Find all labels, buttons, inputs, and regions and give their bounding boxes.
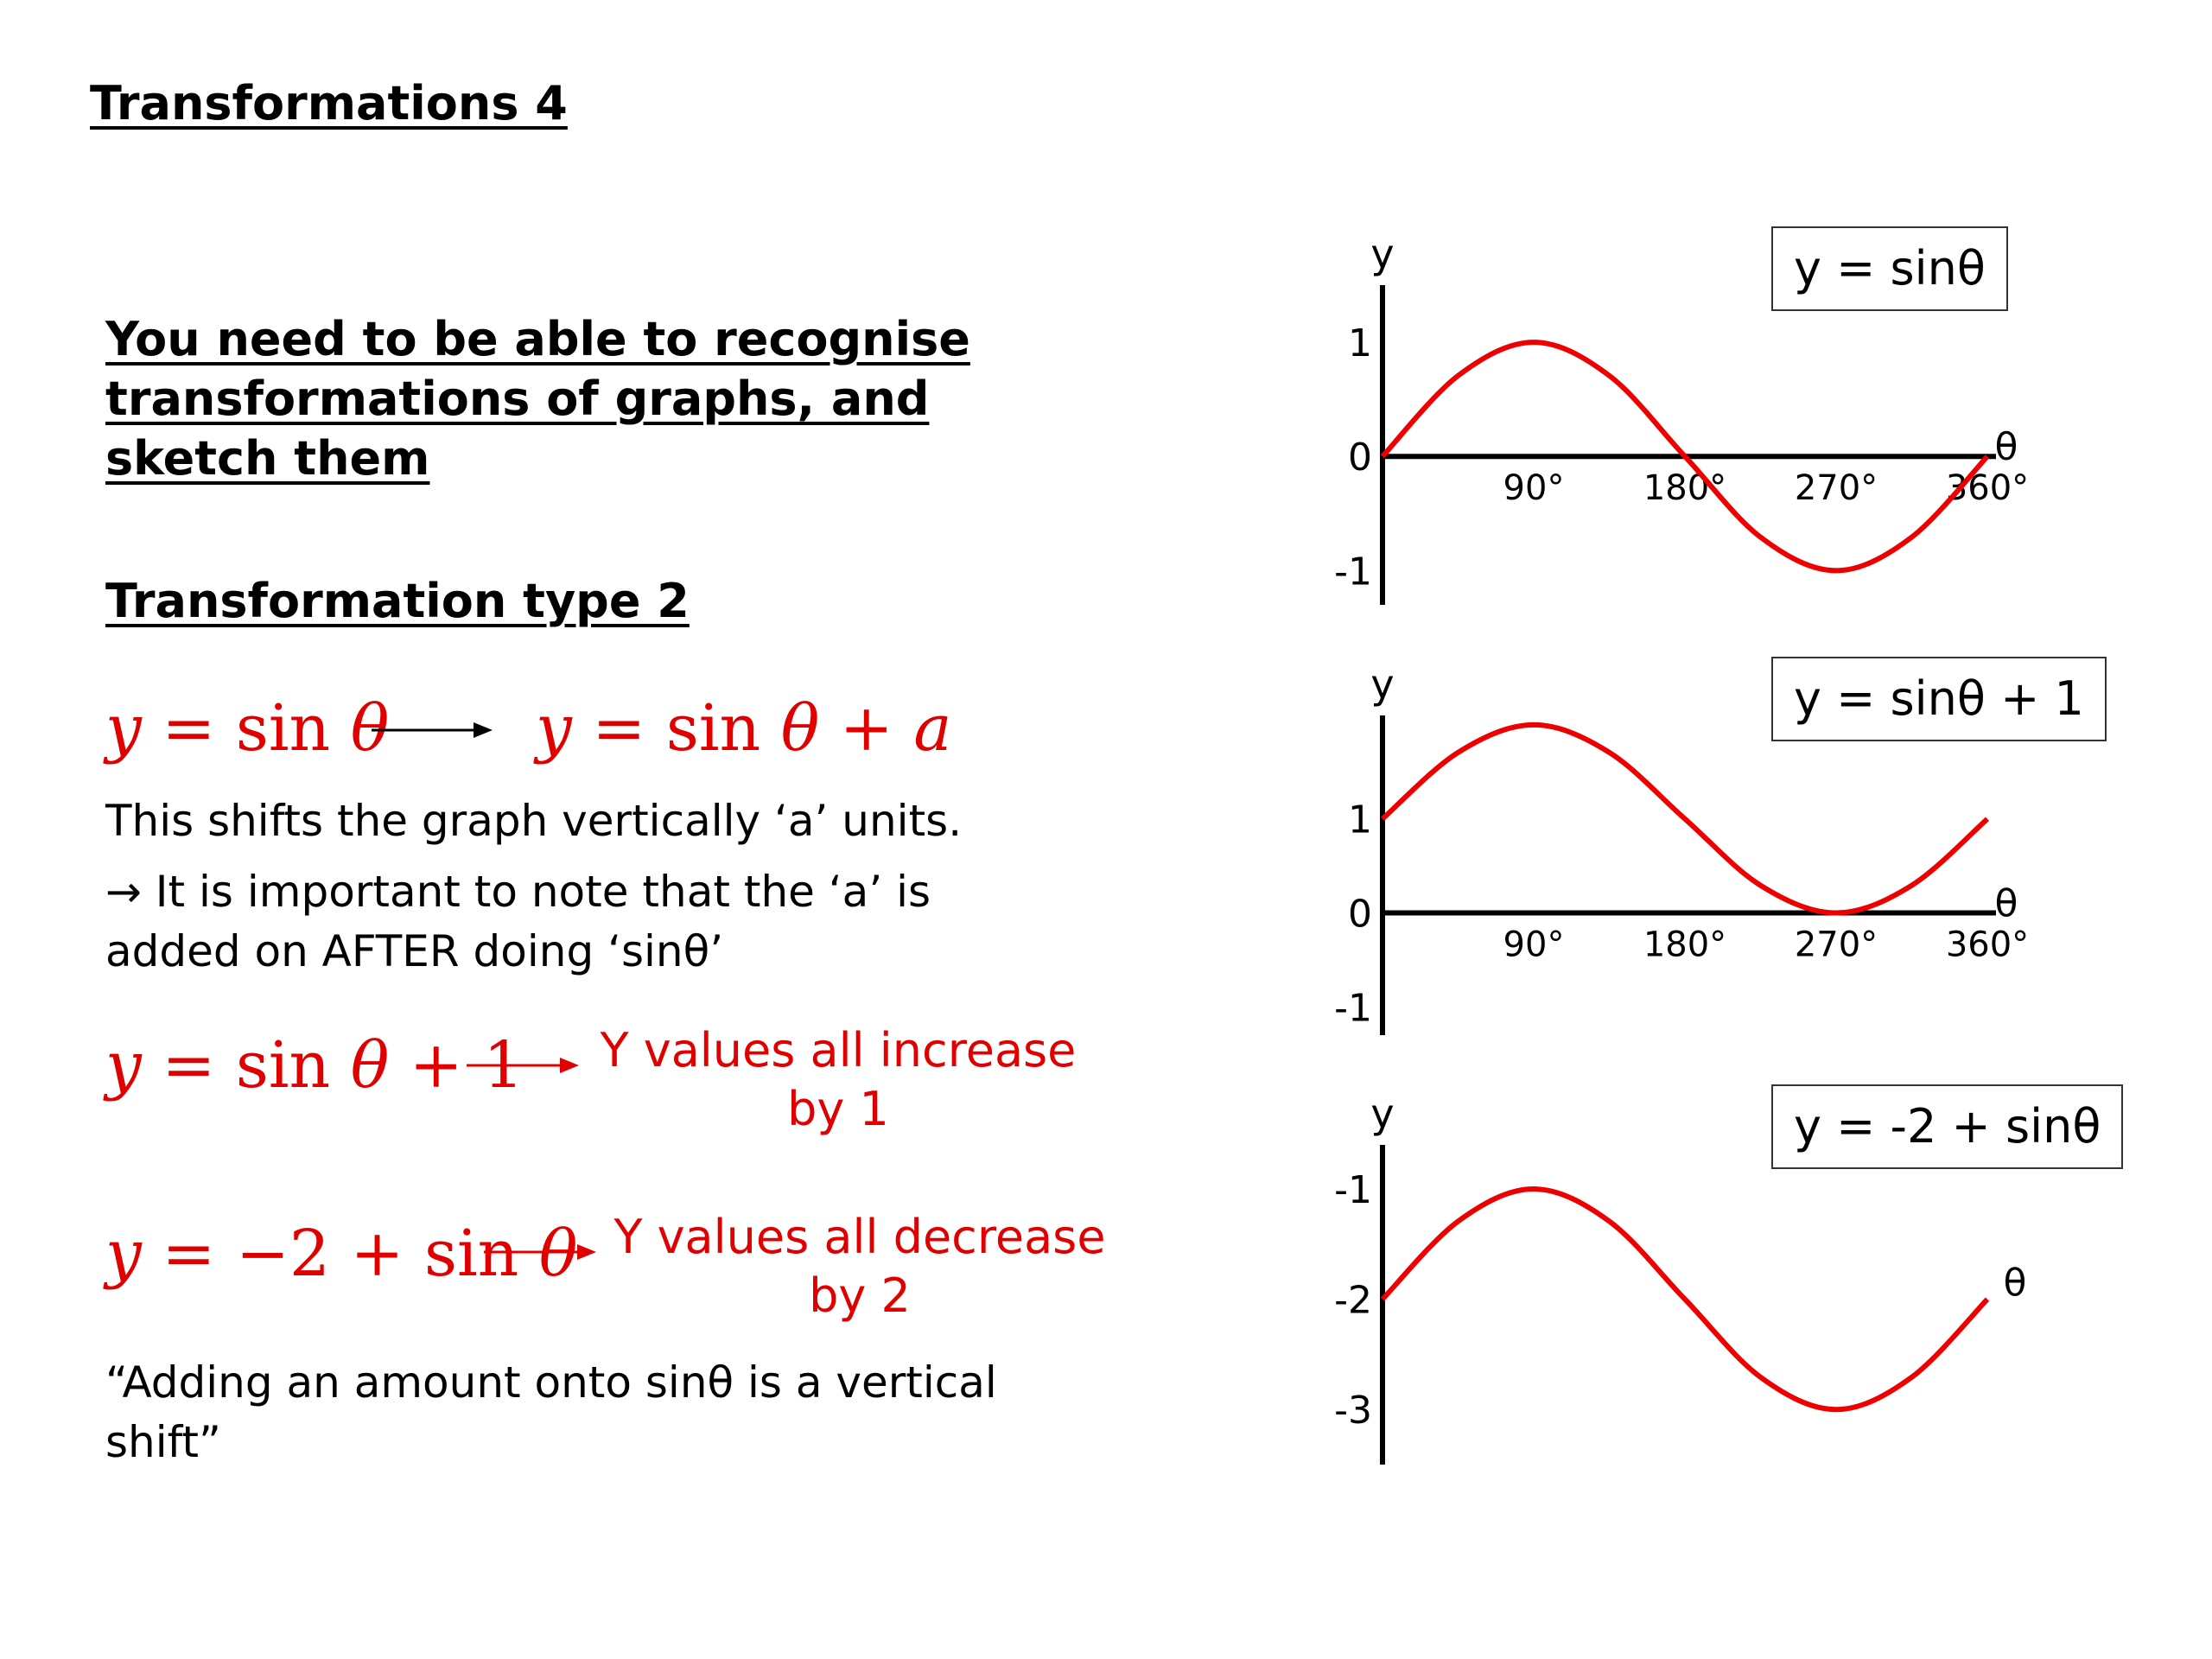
rule-lhs-theta: θ: [350, 691, 390, 766]
page-title: Transformations 4: [90, 76, 568, 130]
rule-rhs-a: a: [913, 691, 952, 766]
graph-sin-plus-1-svg-y-tick-0: 1: [1348, 798, 1372, 842]
intro-text: You need to be able to recognise transfo…: [105, 312, 970, 486]
rule-equation-lhs: y = sin θ: [105, 691, 389, 766]
example2-theta: θ: [538, 1217, 578, 1291]
example1-note-line-1: Y values all increase: [600, 1023, 1077, 1077]
graph-sin-plus-1-svg-x-label: θ: [1995, 882, 2018, 926]
graph-sin-plus-1-svg-curve: [1381, 721, 1989, 916]
explanation-line-2: → It is important to note that the ‘a’ i…: [105, 867, 931, 917]
rule-rhs-eq: = sin: [571, 691, 781, 766]
graph-minus-2-plus-sin-svg-y-label: y: [1370, 1090, 1394, 1137]
graph-minus-2-plus-sin-svg: y -1 -2 -3 θ: [1334, 1090, 2027, 1465]
example2-eq: = −2 + sin: [141, 1217, 539, 1291]
graph-sin-plus-1-svg-x-tick-1: 180°: [1643, 925, 1726, 965]
subheading: Transformation type 2: [105, 574, 690, 628]
example1-eq: = sin: [141, 1028, 351, 1103]
graph-minus-2-plus-sin-legend: y = -2 + sinθ: [1771, 1084, 2124, 1169]
example2-note-line-1: Y values all decrease: [613, 1210, 1106, 1264]
graph-minus-2-plus-sin-svg-x-label: θ: [2004, 1262, 2027, 1306]
graph-sin-plus-1: y 1 0 -1 90° 180° 270° 360° θ y = sinθ + 1: [1296, 646, 2160, 1061]
quote-line-1: “Adding an amount onto sinθ is a vertica…: [105, 1357, 997, 1408]
graph-minus-2-plus-sin-svg-y-tick-2: -3: [1334, 1389, 1372, 1433]
graph-sin-plus-1-svg-x-tick-0: 90°: [1503, 925, 1565, 965]
example2-note: Y values all decrease by 2: [605, 1208, 1115, 1325]
quote-line-2: shift”: [105, 1417, 221, 1467]
graph-sin-svg-y-tick-2: -1: [1334, 550, 1372, 594]
example1-note-line-2: by 1: [787, 1082, 889, 1136]
rule-equation-rhs: y = sin θ + a: [536, 691, 951, 766]
graph-sin-plus-1-svg-y-label: y: [1370, 661, 1394, 708]
graph-sin-svg-y-tick-0: 1: [1348, 321, 1372, 365]
example1-theta: θ: [350, 1028, 390, 1103]
graph-sin-plus-1-svg-x-tick-3: 360°: [1946, 925, 2029, 965]
explanation-line-3: added on AFTER doing ‘sinθ’: [105, 926, 724, 976]
graph-sin: y 1 0 -1 90° 180° 270° 360° θ y = sinθ: [1296, 216, 2160, 631]
graph-minus-2-plus-sin-svg-y-tick-1: -2: [1334, 1279, 1372, 1323]
rule-rhs-y: y: [536, 691, 572, 766]
example2-arrow-icon: [484, 1244, 596, 1260]
graph-minus-2-plus-sin-svg-curve: [1380, 1186, 1990, 1413]
example2-equation: y = −2 + sin θ: [105, 1217, 577, 1291]
graph-sin-svg-y-tick-1: 0: [1348, 435, 1372, 480]
rule-rhs-plus: +: [819, 691, 914, 766]
graph-sin-svg-x-tick-0: 90°: [1503, 468, 1565, 508]
graph-sin-plus-1-svg-x-tick-2: 270°: [1795, 925, 1878, 965]
graph-minus-2-plus-sin: y -1 -2 -3 θ y = -2 + sinθ: [1296, 1076, 2160, 1491]
graph-sin-svg-x-label: θ: [1995, 425, 2018, 469]
explanation-line-1: This shifts the graph vertically ‘a’ uni…: [105, 796, 963, 846]
example1-equation: y = sin θ + 1: [105, 1028, 524, 1103]
graph-sin-svg-x-tick-2: 270°: [1795, 468, 1878, 508]
graph-sin-plus-1-legend: y = sinθ + 1: [1771, 657, 2107, 741]
graph-sin-svg: y10-190° 180° 270° 360°θ: [1334, 231, 2029, 605]
graph-sin-plus-1-svg-y-tick-2: -1: [1334, 986, 1372, 1030]
example1-y: y: [105, 1028, 142, 1103]
graph-sin-plus-1-svg-y-tick-1: 0: [1348, 893, 1372, 937]
rule-rhs-theta: θ: [780, 691, 820, 766]
graph-sin-plus-1-svg: y 1 0 -1 90° 180° 270° 360°θ: [1334, 661, 2029, 1035]
graph-sin-legend: y = sinθ: [1771, 226, 2008, 311]
example2-y: y: [105, 1217, 142, 1291]
graph-sin-svg-y-label: y: [1370, 231, 1394, 277]
example1-arrow-icon: [467, 1058, 579, 1073]
rule-lhs-y: y: [105, 691, 142, 766]
rule-lhs-eq: = sin: [141, 691, 351, 766]
example1-note: Y values all increase by 1: [596, 1021, 1080, 1139]
graph-minus-2-plus-sin-svg-y-tick-0: -1: [1334, 1168, 1372, 1212]
rule-arrow-icon: [372, 722, 493, 738]
example2-note-line-2: by 2: [809, 1268, 911, 1323]
graph-sin-svg-curve: [1380, 340, 1990, 574]
